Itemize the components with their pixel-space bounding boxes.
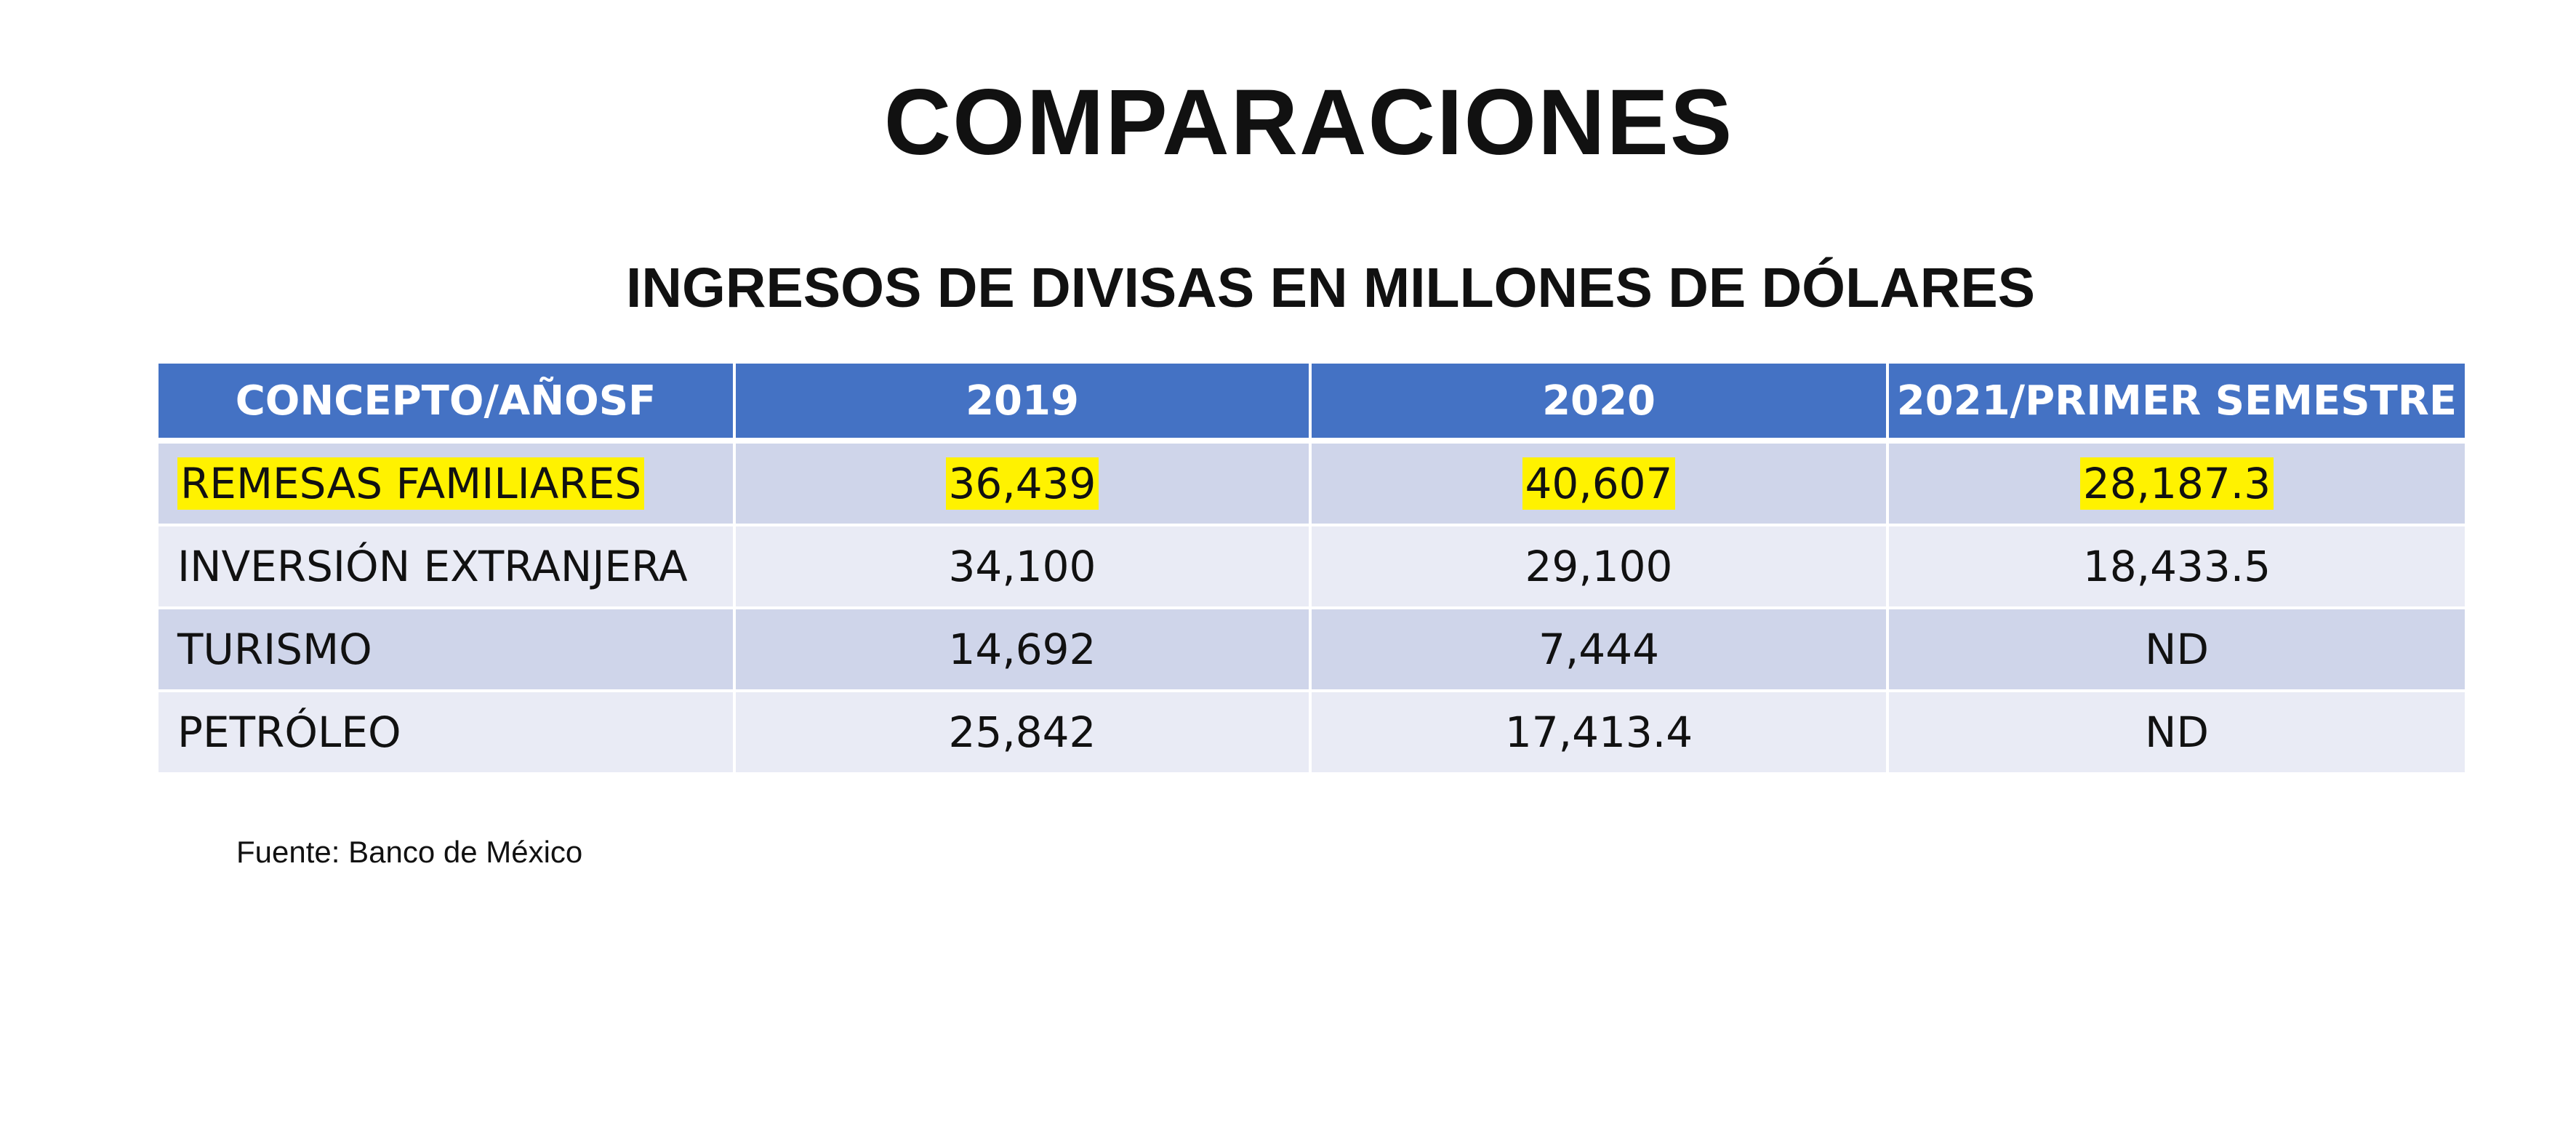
cell-2019: 14,692 xyxy=(734,606,1312,691)
comparison-table: CONCEPTO/AÑOSF 2019 2020 2021/PRIMER SEM… xyxy=(159,364,2465,772)
page-title: COMPARACIONES xyxy=(883,71,1734,175)
cell-2021: ND xyxy=(1887,689,2465,772)
header-2021: 2021/PRIMER SEMESTRE xyxy=(1887,364,2465,444)
cell-concept: TURISMO xyxy=(159,606,736,691)
cell-2019: 36,439 xyxy=(734,439,1312,525)
highlighted-text: 28,187.3 xyxy=(2079,457,2274,510)
cell-2019: 34,100 xyxy=(734,524,1312,608)
header-concepto: CONCEPTO/AÑOSF xyxy=(159,364,736,444)
cell-concept: PETRÓLEO xyxy=(159,689,736,772)
cell-2020: 17,413.4 xyxy=(1310,689,1889,772)
cell-2020: 29,100 xyxy=(1310,524,1889,608)
cell-2021: 18,433.5 xyxy=(1887,524,2465,608)
table-row-petroleo: PETRÓLEO 25,842 17,413.4 ND xyxy=(159,689,2465,772)
cell-2021: 28,187.3 xyxy=(1887,439,2465,525)
table-row-remesas: REMESAS FAMILIARES 36,439 40,607 28,187.… xyxy=(159,439,2465,525)
header-2019: 2019 xyxy=(734,364,1312,444)
table-row-turismo: TURISMO 14,692 7,444 ND xyxy=(159,606,2465,691)
table-subtitle: INGRESOS DE DIVISAS EN MILLONES DE DÓLAR… xyxy=(625,257,2036,319)
table-header-row: CONCEPTO/AÑOSF 2019 2020 2021/PRIMER SEM… xyxy=(159,364,2465,444)
cell-2021: ND xyxy=(1887,606,2465,691)
cell-2020: 40,607 xyxy=(1310,439,1889,525)
cell-concept: INVERSIÓN EXTRANJERA xyxy=(159,524,736,608)
source-note: Fuente: Banco de México xyxy=(236,835,583,869)
highlighted-text: 36,439 xyxy=(945,457,1099,510)
table-row-inversion: INVERSIÓN EXTRANJERA 34,100 29,100 18,43… xyxy=(159,524,2465,608)
cell-2019: 25,842 xyxy=(734,689,1312,772)
cell-concept: REMESAS FAMILIARES xyxy=(159,439,736,525)
highlighted-text: 40,607 xyxy=(1522,457,1676,510)
header-2020: 2020 xyxy=(1310,364,1889,444)
highlighted-text: REMESAS FAMILIARES xyxy=(177,457,645,510)
cell-2020: 7,444 xyxy=(1310,606,1889,691)
